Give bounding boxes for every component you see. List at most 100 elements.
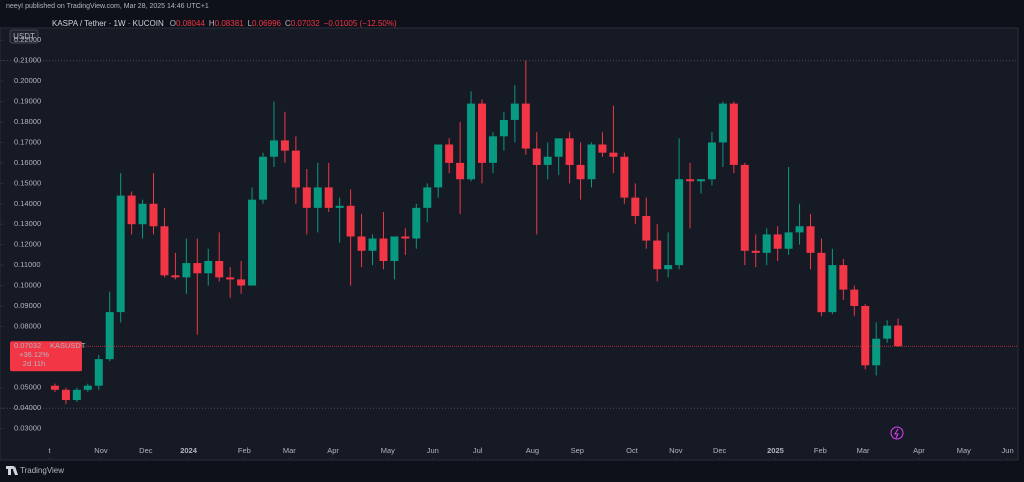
candle-body [686, 179, 695, 182]
candle-body [72, 389, 81, 401]
candle-body [61, 389, 70, 401]
price-badge-countdown: 2d 11h [23, 359, 45, 368]
candle-body [226, 277, 235, 280]
candle-body [883, 325, 892, 339]
event-icon-bolt [894, 428, 899, 439]
x-tick-label: t [48, 446, 51, 455]
candle-body [839, 265, 848, 290]
candle-body [357, 236, 366, 251]
x-tick-label: Feb [814, 446, 827, 455]
candle-body [127, 195, 136, 225]
candle-body [828, 265, 837, 313]
y-tick-label: 0.08000 [14, 321, 41, 330]
event-icon[interactable] [890, 426, 904, 440]
y-tick-label: 0.13000 [14, 219, 41, 228]
legend: KASPA / Tether · 1W · KUCOIN O0.08044 H0.0… [52, 19, 397, 28]
y-tick-label: 0.19000 [14, 97, 41, 106]
candle-body [182, 263, 191, 278]
candle-body [675, 179, 684, 266]
candle-body [631, 197, 640, 217]
legend-key: O [170, 19, 176, 28]
legend-value: 0.08381 [215, 19, 244, 28]
y-tick-label: 0.12000 [14, 240, 41, 249]
candle-body [740, 164, 749, 251]
candle-body [806, 226, 815, 253]
legend-value: 0.06996 [252, 19, 281, 28]
candle-body [467, 103, 476, 180]
candle-body [105, 312, 114, 360]
candle-body [609, 152, 618, 157]
y-tick-label: 0.11000 [14, 260, 41, 269]
candle-body [401, 236, 410, 239]
candle-body [423, 187, 432, 208]
x-tick-label: Jun [1002, 446, 1014, 455]
x-tick-label: Feb [238, 446, 251, 455]
candle-body [478, 103, 487, 163]
candle-body [269, 140, 278, 157]
candle-body [412, 207, 421, 239]
candle-body [94, 359, 103, 386]
y-tick-label: 0.15000 [14, 178, 41, 187]
candle-body [138, 203, 147, 225]
candle-body [872, 338, 881, 366]
plot-frame [0, 27, 1019, 461]
candle-body [368, 238, 377, 251]
candle-body [664, 265, 673, 270]
candle-body [302, 187, 311, 208]
candle-body [817, 252, 826, 313]
x-tick-label: Jun [427, 446, 439, 455]
candle-body [488, 136, 497, 163]
y-tick-label: 0.20000 [14, 76, 41, 85]
legend-key: H [209, 19, 215, 28]
brand-logo [6, 466, 18, 475]
candle-body [707, 142, 716, 180]
y-tick-label: 0.16000 [14, 158, 41, 167]
candle-body [697, 179, 706, 182]
x-tick-label: Oct [626, 446, 639, 455]
brand: TradingView [20, 466, 64, 475]
candle-body [784, 232, 793, 249]
y-tick-label: 0.22000 [14, 35, 41, 44]
candle-body [850, 289, 859, 306]
candle-body [445, 144, 454, 163]
y-tick-label: 0.18000 [14, 117, 41, 126]
price-badge-change: +36.12% [19, 350, 49, 359]
candle-body [642, 216, 651, 241]
symbol-button[interactable] [9, 29, 39, 44]
x-tick-label: Sep [571, 446, 584, 455]
publisher: neeyI published on TradingView.com, Mar … [6, 3, 209, 10]
plot: 0.22000 0.21000 0.20000 0.19000 0.18000 0.170… [0, 35, 1018, 460]
x-tick-label: 2025 [767, 446, 784, 455]
candle-body [576, 164, 585, 180]
candle-body [434, 144, 443, 188]
candle-body [510, 103, 519, 120]
candle-body [762, 234, 771, 253]
legend-value: 0.07032 [291, 19, 320, 28]
y-tick-label: 0.21000 [14, 56, 41, 65]
symbol-button-label[interactable]: USDT [13, 32, 35, 41]
price-badge-symbol: KASUSDT [50, 341, 86, 350]
candle-body [335, 205, 344, 208]
y-tick-label: 0.10000 [14, 281, 41, 290]
candle-body [171, 275, 180, 278]
y-tick-label: 0.04000 [14, 403, 41, 412]
x-tick-label: Mar [857, 446, 870, 455]
candle-body [215, 261, 224, 278]
candle-body [620, 156, 629, 198]
candle-body [248, 199, 257, 286]
x-tick-label: Mar [283, 446, 296, 455]
candle-body [237, 279, 246, 286]
legend-key: L [248, 19, 253, 28]
candle-body [160, 226, 169, 276]
x-tick-label: May [957, 446, 971, 455]
candle-body [193, 263, 202, 274]
candle-body [116, 195, 125, 313]
candle-body [313, 187, 322, 208]
candle-body [795, 226, 804, 233]
candle-body [149, 203, 158, 227]
y-tick-label: 0.09000 [14, 301, 41, 310]
candle-body [291, 150, 300, 188]
candle-body [521, 103, 530, 149]
